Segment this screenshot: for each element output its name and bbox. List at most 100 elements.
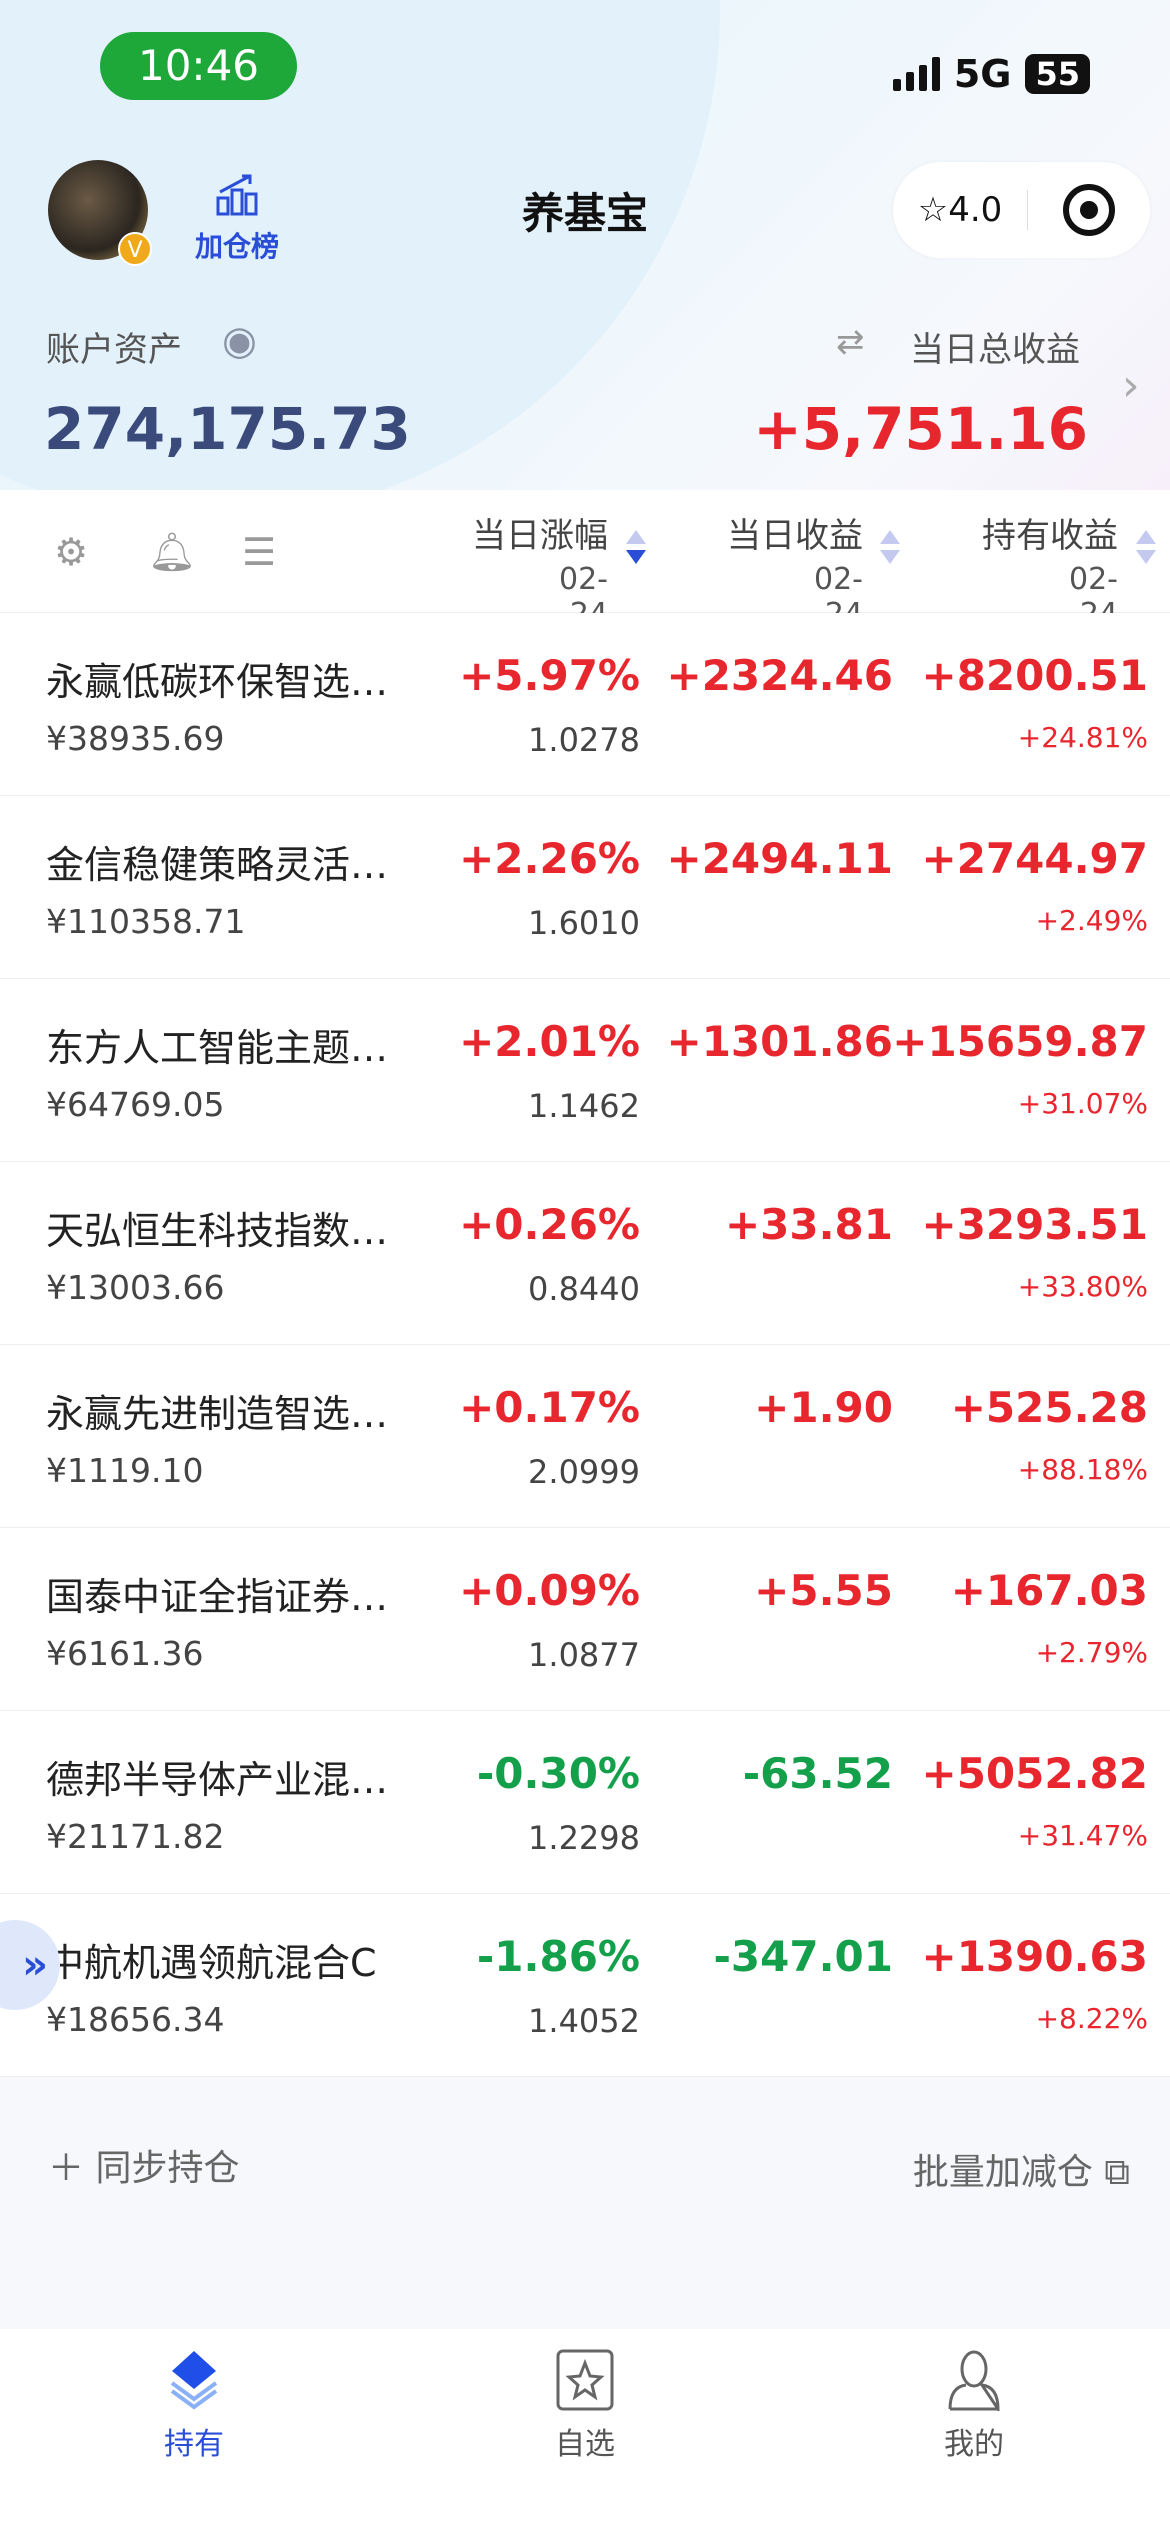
fund-name: 国泰中证全指证券… <box>46 1575 389 1619</box>
bell-icon[interactable]: 🔔︎ <box>148 530 197 574</box>
fund-nav: 2.0999 <box>528 1453 640 1491</box>
hold-profit-pct: +33.80% <box>1017 1270 1148 1303</box>
fund-name: 德邦半导体产业混… <box>46 1758 389 1802</box>
vip-badge-icon: V <box>118 232 152 266</box>
daily-total-value: +5,751.16 <box>753 395 1088 463</box>
fund-nav: 0.8440 <box>528 1270 640 1308</box>
signal-icon <box>892 57 940 91</box>
fund-name: 东方人工智能主题… <box>46 1026 389 1070</box>
star-box-icon <box>556 2349 614 2411</box>
fund-name: 永赢低碳环保智选… <box>46 660 389 704</box>
hold-profit: +525.28 <box>950 1383 1148 1432</box>
rating-value: 4.0 <box>948 190 1003 230</box>
fund-nav: 1.6010 <box>528 904 640 942</box>
fund-name: 天弘恒生科技指数… <box>46 1209 389 1253</box>
fund-row[interactable]: 金信稳健策略灵活… ¥110358.71 +2.26% 1.6010 +2494… <box>0 796 1170 979</box>
sort-arrows-icon[interactable] <box>1136 530 1156 570</box>
hold-profit-pct: +2.79% <box>1035 1636 1148 1669</box>
fund-nav: 1.4052 <box>528 2002 640 2040</box>
fund-row[interactable]: 东方人工智能主题… ¥64769.05 +2.01% 1.1462 +1301.… <box>0 979 1170 1162</box>
fund-amount: ¥6161.36 <box>46 1634 204 1673</box>
hold-profit-pct: +31.47% <box>1017 1819 1148 1852</box>
sync-label: 同步持仓 <box>95 2148 240 2189</box>
daily-profit: +33.81 <box>724 1200 893 1249</box>
fund-amount: ¥38935.69 <box>46 719 225 758</box>
app-title: 养基宝 <box>521 189 648 238</box>
rank-button[interactable]: 加仓榜 <box>195 172 279 265</box>
tab-label: 我的 <box>944 2427 1004 2462</box>
hold-profit: +8200.51 <box>921 651 1149 700</box>
fund-row[interactable]: 中航机遇领航混合C ¥18656.34 -1.86% 1.4052 -347.0… <box>0 1894 1170 2077</box>
fund-amount: ¥13003.66 <box>46 1268 225 1307</box>
daily-change: +2.26% <box>459 834 640 883</box>
batch-label: 批量加减仓 <box>912 2152 1093 2193</box>
fund-nav: 1.0877 <box>528 1636 640 1674</box>
star-icon: ☆ <box>917 190 949 230</box>
daily-profit: +1.90 <box>754 1383 893 1432</box>
hold-profit: +2744.97 <box>921 834 1149 883</box>
hold-profit-pct: +88.18% <box>1017 1453 1148 1486</box>
eye-icon[interactable]: ◉ <box>222 318 257 364</box>
fund-row[interactable]: 永赢低碳环保智选… ¥38935.69 +5.97% 1.0278 +2324.… <box>0 613 1170 796</box>
fund-amount: ¥18656.34 <box>46 2000 225 2039</box>
hold-profit-pct: +2.49% <box>1035 904 1148 937</box>
hold-profit: +3293.51 <box>921 1200 1149 1249</box>
sort-arrows-icon[interactable] <box>626 530 646 570</box>
fund-row[interactable]: 天弘恒生科技指数… ¥13003.66 +0.26% 0.8440 +33.81… <box>0 1162 1170 1345</box>
layers-icon <box>170 2351 218 2410</box>
batch-adjust-button[interactable]: 批量加减仓 ⧉ <box>913 2143 1130 2195</box>
daily-change: -0.30% <box>476 1749 640 1798</box>
daily-profit: +2494.11 <box>666 834 894 883</box>
daily-change: +2.01% <box>459 1017 640 1066</box>
status-bar: 5G 55 <box>892 52 1090 96</box>
hold-profit-pct: +8.22% <box>1035 2002 1148 2035</box>
battery-icon: 55 <box>1025 54 1090 94</box>
settings-icon[interactable]: ⚙ <box>54 530 89 574</box>
daily-profit: -347.01 <box>713 1932 893 1981</box>
hold-profit: +1390.63 <box>921 1932 1149 1981</box>
tab-label: 持有 <box>164 2427 224 2462</box>
fund-amount: ¥64769.05 <box>46 1085 225 1124</box>
fund-nav: 1.0278 <box>528 721 640 759</box>
fund-amount: ¥1119.10 <box>46 1451 204 1490</box>
swap-icon[interactable]: ⇄ <box>836 322 865 362</box>
plus-icon: ＋ <box>48 2148 96 2189</box>
network-type: 5G <box>953 52 1012 96</box>
status-time: 10:46 <box>100 32 297 100</box>
fund-amount: ¥110358.71 <box>46 902 246 941</box>
fund-nav: 1.1462 <box>528 1087 640 1125</box>
fund-name: 永赢先进制造智选… <box>46 1392 389 1436</box>
tab-label: 自选 <box>555 2427 615 2462</box>
tab-holdings[interactable]: 持有 <box>94 2349 294 2463</box>
daily-change: +0.09% <box>459 1566 640 1615</box>
daily-profit: +2324.46 <box>666 651 894 700</box>
sync-holdings-button[interactable]: ＋ 同步持仓 <box>48 2139 239 2191</box>
hold-profit-pct: +31.07% <box>1017 1087 1148 1120</box>
fund-nav: 1.2298 <box>528 1819 640 1857</box>
fund-row[interactable]: 德邦半导体产业混… ¥21171.82 -0.30% 1.2298 -63.52… <box>0 1711 1170 1894</box>
battery-level: 55 <box>1035 55 1080 93</box>
user-icon <box>948 2350 1000 2414</box>
daily-profit: -63.52 <box>742 1749 893 1798</box>
list-icon[interactable]: ☰ <box>242 530 277 574</box>
fund-name: 金信稳健策略灵活… <box>46 843 389 887</box>
chevron-right-icon[interactable]: › <box>1122 360 1140 411</box>
daily-change: +0.17% <box>459 1383 640 1432</box>
rating-button[interactable]: ☆4.0 <box>893 190 1028 230</box>
fund-name: 中航机遇领航混合C <box>46 1941 377 1985</box>
tab-watchlist[interactable]: 自选 <box>485 2349 685 2463</box>
close-target-icon[interactable] <box>1063 184 1115 236</box>
fund-row[interactable]: 国泰中证全指证券… ¥6161.36 +0.09% 1.0877 +5.55 +… <box>0 1528 1170 1711</box>
fund-amount: ¥21171.82 <box>46 1817 225 1856</box>
tab-me[interactable]: 我的 <box>874 2349 1074 2463</box>
daily-change: +5.97% <box>459 651 640 700</box>
hold-profit: +167.03 <box>950 1566 1148 1615</box>
copy-icon: ⧉ <box>1104 2152 1130 2193</box>
footer-actions: ＋ 同步持仓 批量加减仓 ⧉ <box>0 2077 1170 2329</box>
fund-row[interactable]: 永赢先进制造智选… ¥1119.10 +0.17% 2.0999 +1.90 +… <box>0 1345 1170 1528</box>
daily-profit: +5.55 <box>754 1566 893 1615</box>
hold-profit-pct: +24.81% <box>1017 721 1148 754</box>
hold-profit: +15659.87 <box>892 1017 1148 1066</box>
sort-arrows-icon[interactable] <box>880 530 900 570</box>
